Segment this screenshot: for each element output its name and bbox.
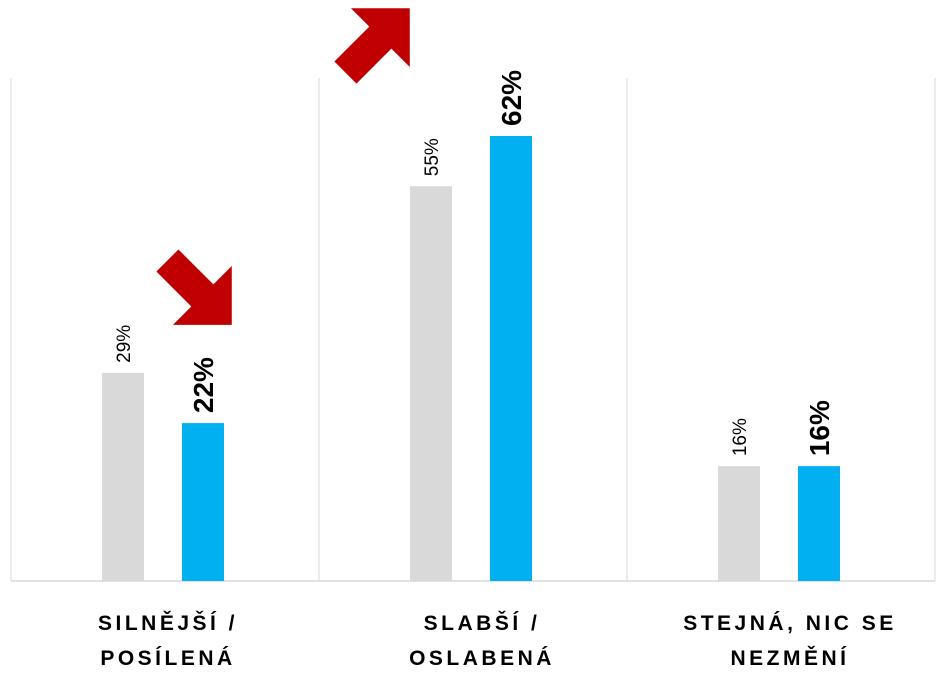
trend-arrow-up-icon [334,8,410,84]
category-label-weaker: SLABŠÍ / OSLABENÁ [409,612,555,670]
category-label-stronger: SILNĚJŠÍ / POSÍLENÁ [97,612,239,670]
bar-unchanged-series1 [718,466,760,581]
bar-stronger-series1 [102,372,144,581]
bars [102,136,840,581]
value-label-weaker-series2: 62% [496,70,527,126]
trend-arrow-down-icon [156,249,232,325]
trend-arrows [156,8,410,325]
bar-stronger-series2 [182,423,224,581]
value-label-unchanged-series2: 16% [804,400,835,456]
value-label-weaker-series1: 55% [422,138,443,176]
bar-weaker-series1 [410,186,452,581]
category-separators [10,78,936,582]
bar-unchanged-series2 [798,466,840,581]
value-label-stronger-series1: 29% [114,325,135,363]
value-labels: 29% 22% 55% 62% 16% 16% [114,70,835,456]
bar-weaker-series2 [490,136,532,581]
value-label-stronger-series2: 22% [188,357,219,413]
value-label-unchanged-series1: 16% [730,418,751,456]
category-label-unchanged: STEJNÁ, NIC SE NEZMĚNÍ [683,612,897,670]
